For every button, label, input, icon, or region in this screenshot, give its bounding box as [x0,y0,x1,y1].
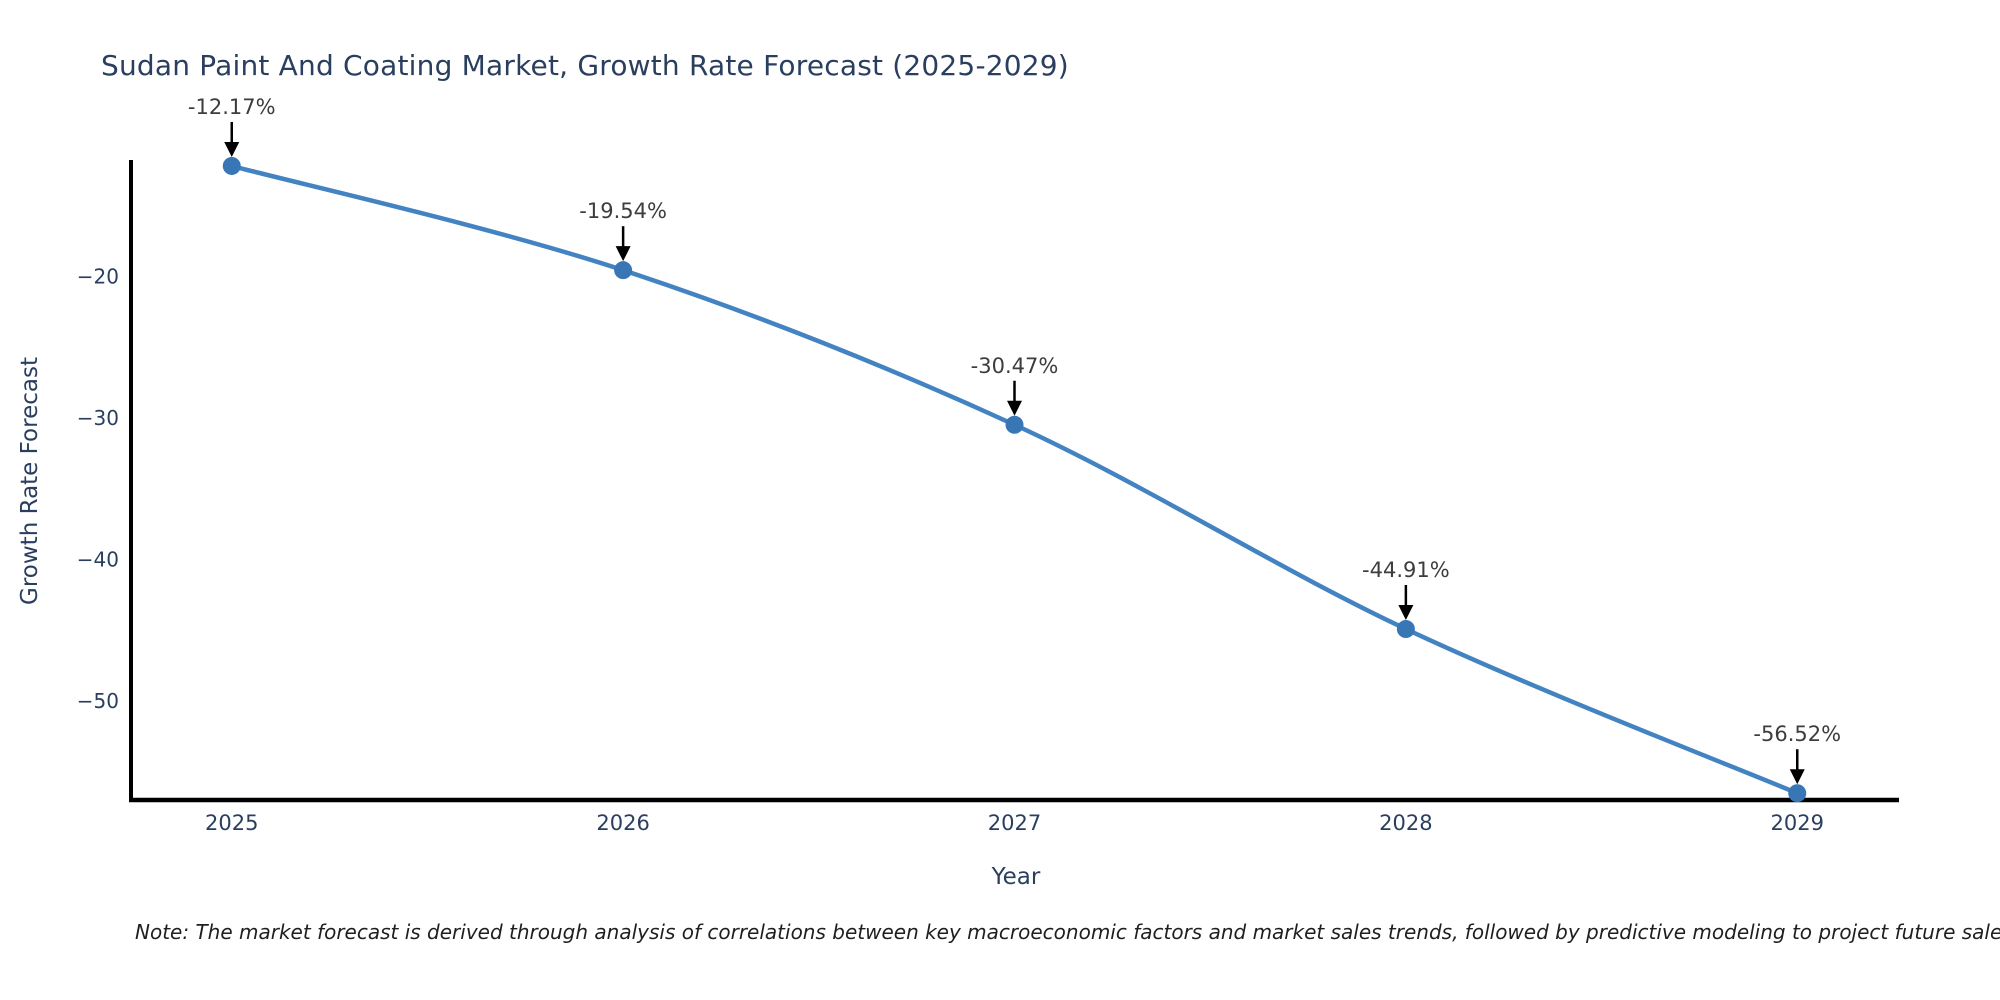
y-tick-label: −20 [77,265,119,289]
x-axis-title: Year [991,864,1041,890]
y-tick-label: −30 [77,406,119,430]
y-tick-label: −40 [77,548,119,572]
footnote: Note: The market forecast is derived thr… [135,920,2000,944]
data-point-marker[interactable] [1788,784,1807,803]
forecast-line [229,163,1800,796]
annotation-label: -12.17% [188,95,276,119]
x-tick-label: 2027 [988,811,1041,835]
annotation-arrowhead-icon [1007,400,1022,416]
annotation-arrowhead-icon [224,141,240,157]
y-axis-title: Growth Rate Forecast [17,357,43,605]
x-tick-label: 2026 [596,811,649,835]
annotation-arrowhead-icon [615,246,631,262]
data-point-marker[interactable] [1396,620,1415,639]
data-point-marker[interactable] [222,156,241,175]
annotation-label: -56.52% [1753,722,1841,746]
x-tick-label: 2029 [1771,811,1824,835]
data-point-marker[interactable] [1005,415,1024,434]
annotation-label: -19.54% [579,199,667,223]
data-point-marker[interactable] [614,261,633,280]
x-tick-label: 2025 [205,811,258,835]
y-tick-label: −50 [77,689,119,713]
annotation-arrowhead-icon [1398,605,1414,621]
annotation-label: -44.91% [1362,558,1450,582]
annotation-arrowhead-icon [1789,769,1805,785]
annotation-label: -30.47% [971,354,1059,378]
x-tick-label: 2028 [1379,811,1432,835]
chart-title: Sudan Paint And Coating Market, Growth R… [101,49,1069,82]
